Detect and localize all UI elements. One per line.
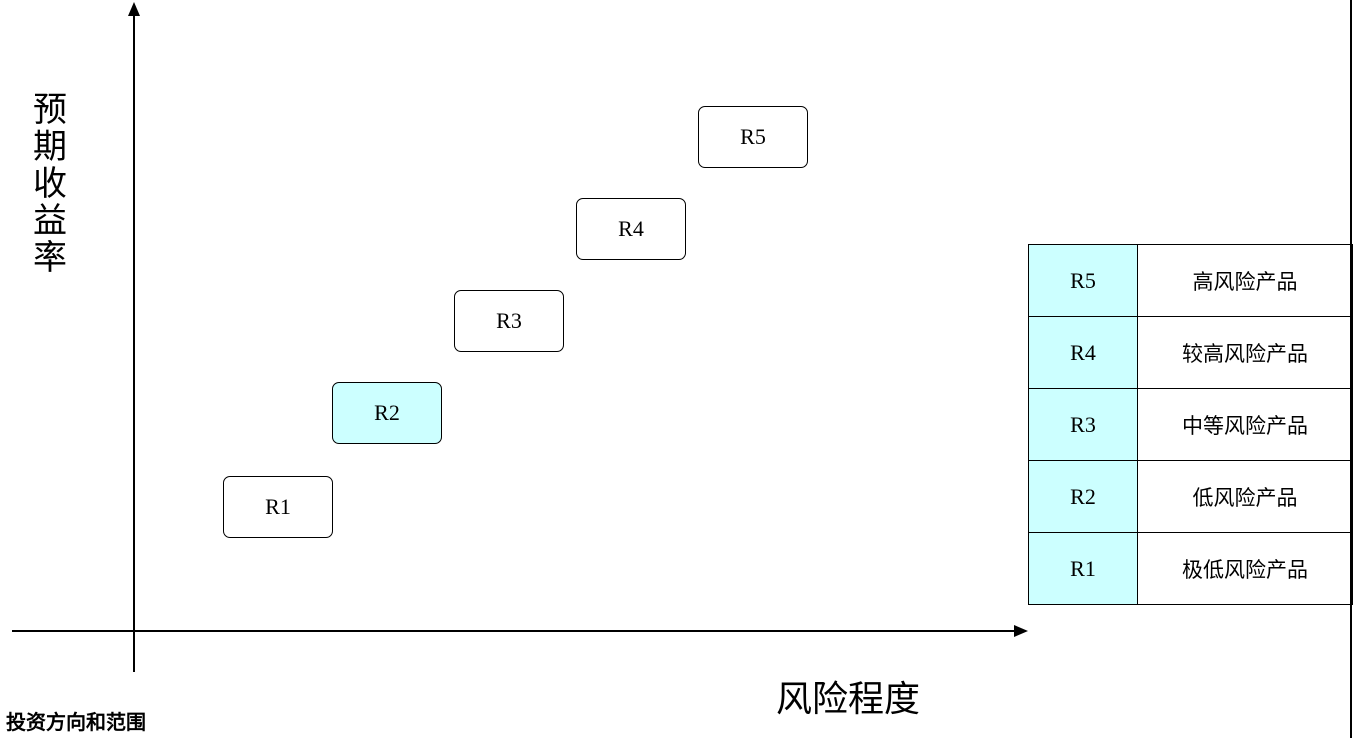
risk-box-r4: R4: [576, 198, 686, 260]
legend-code: R5: [1028, 244, 1138, 317]
legend-row: R2 低风险产品: [1028, 460, 1353, 533]
risk-box-r3: R3: [454, 290, 564, 352]
x-axis-arrow-icon: [1014, 625, 1028, 637]
legend-code: R4: [1028, 316, 1138, 389]
y-axis: [133, 14, 135, 672]
legend-description: 较高风险产品: [1137, 316, 1353, 389]
legend-description: 高风险产品: [1137, 244, 1353, 317]
risk-legend-table: R5 高风险产品 R4 较高风险产品 R3 中等风险产品 R2 低风险产品 R1…: [1028, 244, 1353, 605]
y-axis-arrow-icon: [128, 2, 140, 16]
legend-description: 中等风险产品: [1137, 388, 1353, 461]
page-edge-line: [1350, 0, 1352, 738]
legend-row: R4 较高风险产品: [1028, 316, 1353, 389]
legend-row: R5 高风险产品: [1028, 244, 1353, 317]
x-axis-label: 风险程度: [776, 679, 921, 720]
legend-code: R3: [1028, 388, 1138, 461]
legend-row: R3 中等风险产品: [1028, 388, 1353, 461]
legend-row: R1 极低风险产品: [1028, 532, 1353, 605]
legend-code: R1: [1028, 532, 1138, 605]
x-axis: [12, 630, 1016, 632]
legend-code: R2: [1028, 460, 1138, 533]
risk-box-r2: R2: [332, 382, 442, 444]
legend-description: 低风险产品: [1137, 460, 1353, 533]
legend-description: 极低风险产品: [1137, 532, 1353, 605]
section-heading: 投资方向和范围: [6, 710, 146, 734]
y-axis-label: 预期收益率: [33, 90, 67, 278]
risk-box-r5: R5: [698, 106, 808, 168]
risk-box-r1: R1: [223, 476, 333, 538]
